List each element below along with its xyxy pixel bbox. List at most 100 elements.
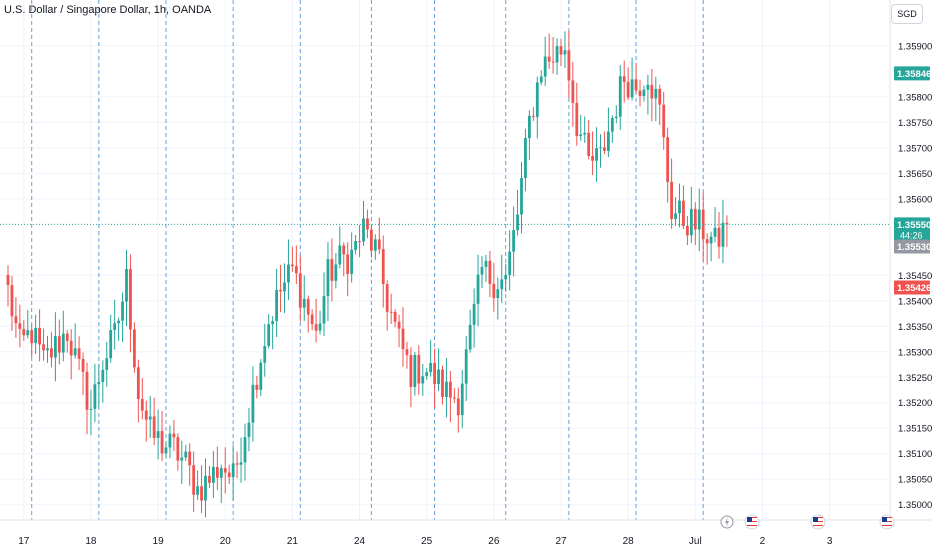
- candle-body: [57, 336, 61, 353]
- candle-body: [42, 344, 45, 351]
- candle-body: [654, 88, 658, 99]
- candle-body: [370, 229, 373, 251]
- candle-body: [409, 355, 413, 387]
- candle-body: [152, 416, 156, 438]
- candle-body: [705, 239, 709, 244]
- candle-body: [97, 382, 101, 385]
- candle-body: [208, 475, 211, 483]
- candle-body: [156, 431, 160, 438]
- candle-body: [294, 266, 298, 274]
- candle-body: [346, 254, 350, 274]
- stop-price-label-bg: [894, 280, 930, 295]
- candle-body: [492, 283, 496, 299]
- candle-body: [168, 433, 172, 448]
- time-tick-label: 21: [287, 536, 299, 547]
- candle-body: [77, 348, 81, 359]
- time-tick-label: 20: [220, 536, 232, 547]
- candle-body: [405, 349, 409, 356]
- lightning-glyph: [725, 517, 729, 527]
- stop-price-label-text: 1.35426: [897, 283, 931, 294]
- candle-body: [583, 132, 587, 135]
- candle-body: [73, 348, 77, 356]
- candle-body: [275, 289, 278, 322]
- candle-body: [539, 76, 543, 83]
- candlesticks: [6, 30, 729, 518]
- time-tick-label: 25: [421, 536, 433, 547]
- candle-body: [10, 285, 14, 317]
- session-break-lines: [31, 0, 704, 520]
- flag-stripe: [882, 525, 892, 526]
- candle-body: [642, 89, 646, 96]
- candle-body: [480, 266, 484, 275]
- candle-body: [6, 274, 10, 286]
- candle-body: [373, 239, 377, 251]
- candle-body: [204, 475, 207, 501]
- economic-events[interactable]: [720, 514, 895, 530]
- price-axis[interactable]: 1.35900 1.35800 1.35750 1.35700 1.35650 1.356…: [889, 0, 932, 520]
- candle-body: [18, 323, 22, 329]
- candle-body: [140, 399, 144, 411]
- candle-body: [188, 451, 192, 466]
- candle-body: [599, 147, 602, 149]
- flash-event-icon[interactable]: [720, 515, 734, 529]
- flag-canton: [882, 517, 887, 522]
- price-tick-label: 1.35600: [898, 194, 932, 205]
- candle-body: [421, 376, 425, 384]
- candle-body: [508, 251, 512, 276]
- candle-body: [559, 46, 563, 55]
- candle-body: [701, 209, 705, 240]
- time-tick-label: 24: [354, 536, 366, 547]
- candle-body: [314, 324, 318, 331]
- candle-body: [575, 102, 579, 136]
- candle-body: [192, 465, 196, 495]
- candle-body: [160, 431, 164, 454]
- us-flag-icon[interactable]: [744, 514, 760, 530]
- candle-body: [34, 327, 38, 344]
- time-tick-label: 28: [623, 536, 635, 547]
- candle-body: [267, 324, 271, 347]
- candle-body: [717, 227, 721, 247]
- candle-body: [484, 260, 488, 267]
- candle-body: [666, 137, 670, 182]
- candle-body: [121, 301, 124, 321]
- candle-body: [362, 218, 365, 242]
- flag-stripe: [813, 525, 823, 526]
- candle-body: [674, 213, 677, 220]
- candle-body: [587, 132, 591, 156]
- price-tick-label: 1.35250: [898, 373, 932, 384]
- candle-body: [251, 384, 255, 423]
- candle-body: [634, 79, 638, 91]
- candle-body: [89, 408, 93, 410]
- candle-body: [65, 333, 69, 341]
- candle-body: [358, 241, 361, 243]
- candle-body: [271, 321, 275, 325]
- us-flag-icon[interactable]: [810, 514, 826, 530]
- candle-body: [603, 147, 606, 151]
- candle-body: [682, 200, 685, 226]
- candle-body: [93, 384, 97, 409]
- candle-body: [184, 451, 188, 458]
- candle-body: [164, 447, 168, 454]
- chart-grid: [0, 0, 890, 520]
- candle-body: [535, 82, 539, 117]
- currency-button[interactable]: SGD: [891, 4, 923, 24]
- candle-body: [61, 333, 65, 353]
- price-tick-label: 1.35400: [898, 296, 932, 307]
- candle-body: [441, 369, 444, 397]
- candle-body: [334, 264, 338, 281]
- candle-body: [223, 468, 227, 473]
- price-tick-label: 1.35050: [898, 475, 932, 486]
- candle-body: [520, 177, 523, 215]
- us-flag-icon[interactable]: [879, 514, 895, 530]
- candle-body: [622, 76, 626, 83]
- time-tick-label: 2: [760, 536, 766, 547]
- time-axis[interactable]: 17 18 19 20 21 24 25 26 27 28 Jul 2 3: [0, 519, 932, 547]
- candle-body: [563, 50, 567, 55]
- candle-body: [318, 323, 322, 331]
- candle-body: [136, 367, 140, 400]
- candle-body: [488, 260, 492, 284]
- candle-body: [662, 104, 666, 138]
- candle-body: [172, 433, 176, 438]
- candle-body: [330, 259, 334, 281]
